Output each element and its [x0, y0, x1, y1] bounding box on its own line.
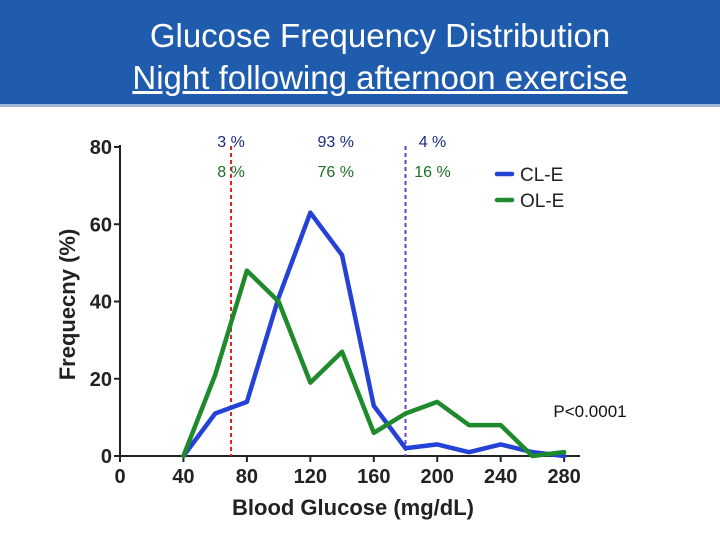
slide-subtitle: Night following afternoon exercise [132, 59, 628, 96]
x-tick-label: 80 [236, 466, 258, 488]
y-tick-label: 80 [90, 137, 112, 159]
region-label-cl: 93 % [317, 134, 353, 151]
series-line-ol-e [181, 268, 567, 459]
x-tick-label: 280 [547, 466, 580, 488]
y-tick-label: 60 [90, 214, 112, 236]
region-label-ol: 16 % [414, 164, 450, 181]
x-tick-label: 0 [114, 466, 125, 488]
region-label-ol: 76 % [317, 164, 353, 181]
legend-label: OL-E [520, 191, 564, 212]
region-label-cl: 4 % [419, 134, 447, 151]
x-axis-label: Blood Glucose (mg/dL) [232, 495, 474, 520]
x-tick-label: 120 [294, 466, 327, 488]
x-tick-label: 200 [421, 466, 454, 488]
region-label-cl: 3 % [217, 134, 245, 151]
region-label-ol: 8 % [217, 164, 245, 181]
x-tick-label: 40 [172, 466, 194, 488]
p-value-annotation: P<0.0001 [553, 402, 626, 421]
x-tick-label: 240 [484, 466, 517, 488]
y-tick-label: 0 [101, 446, 112, 468]
y-tick-label: 20 [90, 369, 112, 391]
legend-label: CL-E [520, 165, 563, 186]
title-banner: Glucose Frequency Distribution Night fol… [0, 0, 720, 107]
slide-title: Glucose Frequency Distribution [149, 17, 611, 54]
y-tick-label: 40 [90, 292, 112, 314]
series-line-cl-e [181, 210, 567, 459]
x-tick-label: 160 [357, 466, 390, 488]
y-axis-label: Frequecny (%) [55, 229, 80, 381]
